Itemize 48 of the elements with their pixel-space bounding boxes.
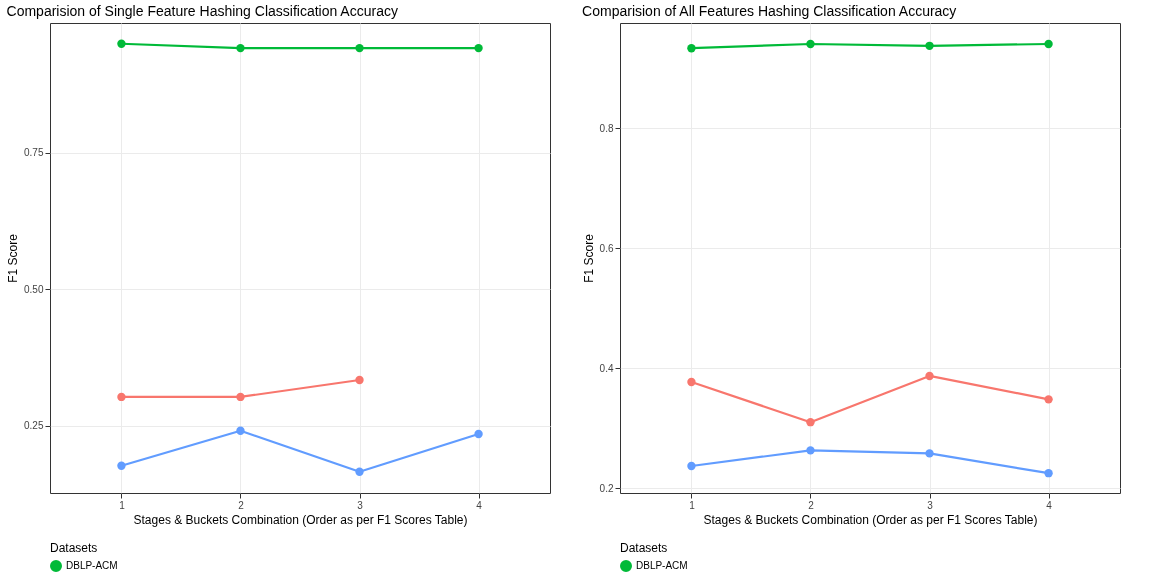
x-tick-label: 2 — [808, 499, 815, 511]
legend-title: Datasets — [620, 541, 668, 555]
point — [1044, 395, 1053, 404]
point — [474, 429, 483, 439]
point — [117, 392, 126, 402]
chart-title: Comparision of All Features Hashing Classification Accuracy — [582, 3, 957, 19]
point — [1044, 39, 1053, 49]
point — [806, 446, 815, 455]
chart-title: Comparision of Single Feature Hashing Classification Accuracy — [6, 3, 398, 19]
x-tick-label: 1 — [119, 499, 126, 511]
point — [806, 418, 815, 427]
point — [687, 461, 696, 471]
point — [806, 39, 815, 49]
point — [474, 43, 483, 53]
point — [687, 44, 696, 53]
y-tick-label: 0.2 — [599, 482, 614, 494]
point — [355, 467, 364, 476]
x-tick-label: 1 — [689, 499, 696, 511]
x-axis-title: Stages & Buckets Combination (Order as per F1 Scores Table) — [133, 512, 468, 527]
point — [355, 43, 364, 53]
x-axis-title: Stages & Buckets Combination (Order as per F1 Scores Table) — [703, 512, 1038, 527]
y-tick-label: 0.4 — [599, 362, 614, 374]
legend-title: Datasets — [50, 541, 98, 555]
y-axis-title: F1 Score — [581, 233, 596, 283]
x-tick-label: 3 — [357, 499, 364, 511]
x-tick-label: 2 — [238, 499, 245, 511]
point — [236, 392, 245, 402]
point — [355, 375, 364, 385]
point — [687, 377, 696, 387]
y-tick-label: 0.50 — [24, 283, 44, 295]
point — [236, 426, 245, 435]
legend-label: DBLP-ACM — [636, 560, 688, 571]
y-tick-label: 0.25 — [24, 420, 44, 432]
point — [117, 461, 126, 470]
point — [236, 43, 245, 53]
y-tick-label: 0.8 — [599, 122, 614, 134]
point — [925, 371, 934, 381]
point — [1044, 469, 1053, 478]
y-tick-label: 0.6 — [599, 242, 614, 254]
y-axis-title: F1 Score — [6, 233, 21, 283]
legend-label: DBLP-ACM — [66, 560, 118, 571]
point — [925, 449, 934, 458]
x-tick-label: 4 — [1046, 499, 1053, 511]
point — [117, 39, 126, 48]
x-tick-label: 3 — [927, 499, 934, 511]
y-tick-label: 0.75 — [24, 147, 44, 159]
x-tick-label: 4 — [476, 499, 483, 511]
point — [925, 41, 934, 50]
